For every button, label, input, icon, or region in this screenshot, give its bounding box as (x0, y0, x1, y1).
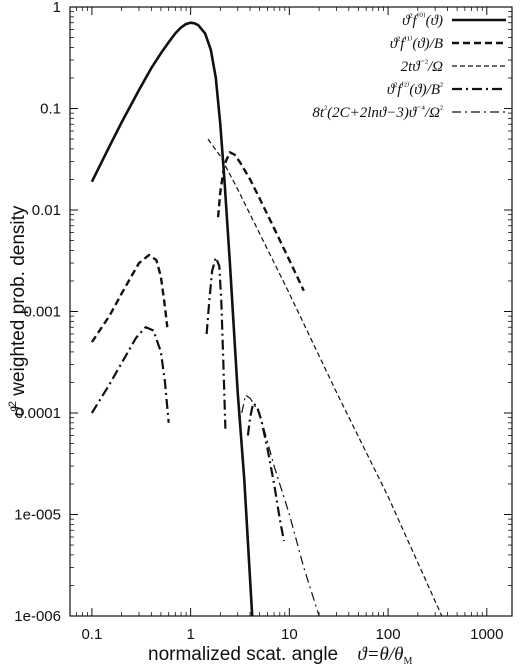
legend-label-4: ϑ²f⁽²⁾(ϑ)/B² (387, 81, 443, 99)
y-axis: 1e-006 1e-005 0.0001 0.001 0.01 0.1 1 (14, 0, 512, 625)
series-2-line-2 (216, 151, 305, 292)
y-tick-label: 1 (53, 0, 61, 16)
series-4-line-2 (205, 256, 227, 429)
plot-marks (90, 21, 443, 617)
series-4-line-3 (246, 402, 285, 542)
x-axis-label-text: normalized scat. angle (148, 644, 338, 665)
x-axis: 0.1 1 10 100 1000 (76, 7, 503, 643)
x-tick-label: 10 (281, 626, 298, 643)
x-tick-label: 1000 (470, 626, 503, 643)
y-tick-label: 0.01 (32, 202, 61, 219)
series-1-line-1 (90, 21, 254, 617)
series-3-line-1 (207, 138, 443, 617)
series-5-line-1 (241, 394, 320, 617)
y-tick-label: 0.001 (23, 304, 61, 321)
y-axis-label: ϑ2 weighted prob. density (7, 205, 29, 416)
series-4-line-1 (90, 326, 170, 423)
y-tick-label: 0.1 (40, 101, 61, 118)
x-axis-label: normalized scat. angle ϑ=θ/θM (148, 644, 412, 667)
y-tick-label: 1e-006 (14, 608, 61, 625)
x-tick-label: 100 (376, 626, 401, 643)
legend-label-5: 8t²(2C+2lnϑ−3)ϑ⁻⁴/Ω² (312, 104, 443, 122)
x-axis-label-formula: ϑ=θ/θ (357, 644, 403, 665)
legend: ϑ²f⁽⁰⁾(ϑ) ϑ²f⁽¹⁾(ϑ)/B 2tϑ⁻²/Ω ϑ²f⁽²⁾(ϑ)/B² 8… (312, 12, 506, 122)
plot-frame (69, 6, 513, 617)
x-tick-label: 0.1 (81, 626, 102, 643)
y-tick-label: 0.0001 (15, 405, 61, 422)
x-tick-label: 1 (186, 626, 194, 643)
legend-label-2: ϑ²f⁽¹⁾(ϑ)/B (390, 35, 443, 53)
x-axis-label-subscript: M (403, 656, 412, 667)
y-tick-label: 1e-005 (14, 507, 61, 524)
legend-label-3: 2tϑ⁻²/Ω (401, 58, 443, 76)
legend-label-1: ϑ²f⁽⁰⁾(ϑ) (402, 12, 443, 30)
series-2-line-1 (90, 253, 169, 343)
